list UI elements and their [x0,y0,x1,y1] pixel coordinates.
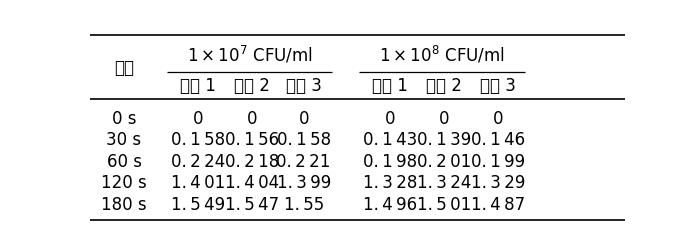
Text: 0. 2 24: 0. 2 24 [171,152,225,170]
Text: 0. 1 99: 0. 1 99 [471,152,526,170]
Text: 0. 1 43: 0. 1 43 [363,131,417,149]
Text: 实验 2: 实验 2 [426,77,462,95]
Text: $1 \times 10^7\ \mathrm{CFU/ml}$: $1 \times 10^7\ \mathrm{CFU/ml}$ [186,44,313,65]
Text: 实验 3: 实验 3 [480,77,517,95]
Text: 实验 1: 实验 1 [180,77,216,95]
Text: 1. 5 01: 1. 5 01 [417,195,471,213]
Text: 1. 4 01: 1. 4 01 [171,174,225,192]
Text: 1. 3 29: 1. 3 29 [471,174,526,192]
Text: 0: 0 [385,110,396,128]
Text: 0. 1 46: 0. 1 46 [471,131,526,149]
Text: 0: 0 [193,110,203,128]
Text: 1. 55: 1. 55 [283,195,324,213]
Text: 0. 2 01: 0. 2 01 [417,152,471,170]
Text: 0. 2 21: 0. 2 21 [276,152,331,170]
Text: 0 s: 0 s [112,110,136,128]
Text: 0. 1 98: 0. 1 98 [363,152,417,170]
Text: 1. 3 28: 1. 3 28 [363,174,417,192]
Text: 0. 2 18: 0. 2 18 [225,152,279,170]
Text: 180 s: 180 s [101,195,147,213]
Text: 0. 1 58: 0. 1 58 [276,131,331,149]
Text: 1. 3 99: 1. 3 99 [276,174,331,192]
Text: 0: 0 [493,110,504,128]
Text: 60 s: 60 s [107,152,142,170]
Text: 0: 0 [247,110,258,128]
Text: 实验 1: 实验 1 [372,77,408,95]
Text: 时间: 时间 [114,59,134,77]
Text: 实验 2: 实验 2 [235,77,270,95]
Text: 30 s: 30 s [107,131,142,149]
Text: 1. 4 87: 1. 4 87 [471,195,526,213]
Text: 实验 3: 实验 3 [285,77,322,95]
Text: 0: 0 [298,110,309,128]
Text: 0. 1 56: 0. 1 56 [225,131,279,149]
Text: 0: 0 [439,110,450,128]
Text: 0. 1 58: 0. 1 58 [171,131,225,149]
Text: 0. 1 39: 0. 1 39 [417,131,471,149]
Text: 1. 3 24: 1. 3 24 [417,174,471,192]
Text: 1. 5 47: 1. 5 47 [225,195,279,213]
Text: 1. 4 96: 1. 4 96 [363,195,417,213]
Text: 1. 5 49: 1. 5 49 [171,195,225,213]
Text: 1. 4 04: 1. 4 04 [225,174,279,192]
Text: $1 \times 10^8\ \mathrm{CFU/ml}$: $1 \times 10^8\ \mathrm{CFU/ml}$ [380,44,505,65]
Text: 120 s: 120 s [101,174,147,192]
